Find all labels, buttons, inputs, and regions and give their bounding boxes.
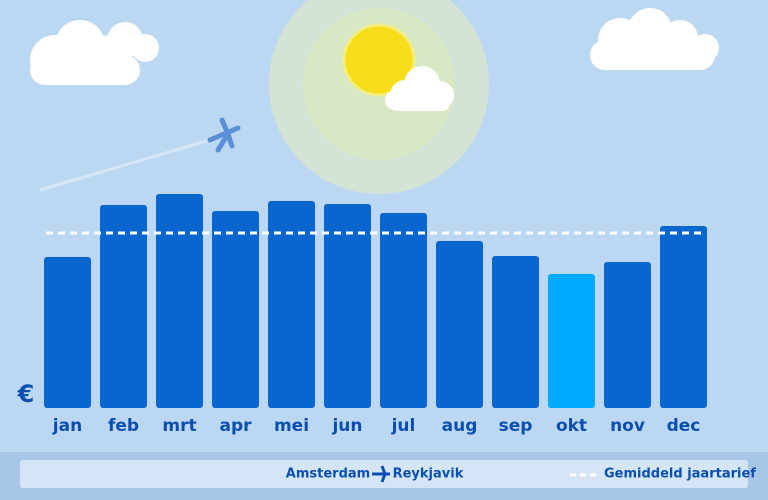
sun (342, 23, 416, 97)
x-tick-label: jan (52, 416, 82, 436)
bar (492, 256, 539, 408)
bar (212, 211, 259, 408)
contrail (39, 138, 211, 192)
x-tick-label: aug (442, 416, 478, 436)
x-tick-label: jun (331, 416, 362, 436)
legend-average: Gemiddeld jaartarief (604, 467, 756, 482)
bar (436, 241, 483, 408)
bar (660, 226, 707, 408)
bar (324, 204, 371, 408)
x-tick-label: nov (610, 416, 645, 436)
bar (380, 213, 427, 408)
legend-destination: Reykjavik (393, 467, 464, 482)
x-tick-label: apr (219, 416, 252, 436)
x-tick-label: feb (108, 416, 139, 436)
cloud (30, 20, 159, 85)
y-label: € (17, 380, 35, 408)
bar (156, 194, 203, 408)
legend-origin: Amsterdam (286, 467, 370, 482)
bar (604, 262, 651, 408)
plane-icon (207, 117, 241, 153)
cloud (590, 8, 719, 70)
x-tick-label: jul (391, 416, 416, 436)
x-tick-label: okt (556, 416, 587, 436)
bar (44, 257, 91, 408)
x-tick-label: mei (274, 416, 309, 436)
x-tick-label: mrt (162, 416, 196, 436)
x-tick-label: dec (667, 416, 701, 436)
bar (268, 201, 315, 408)
x-tick-label: sep (499, 416, 533, 436)
bar (548, 274, 595, 408)
bar (100, 205, 147, 408)
route-plane-icon (372, 465, 390, 483)
cloud (385, 66, 454, 111)
